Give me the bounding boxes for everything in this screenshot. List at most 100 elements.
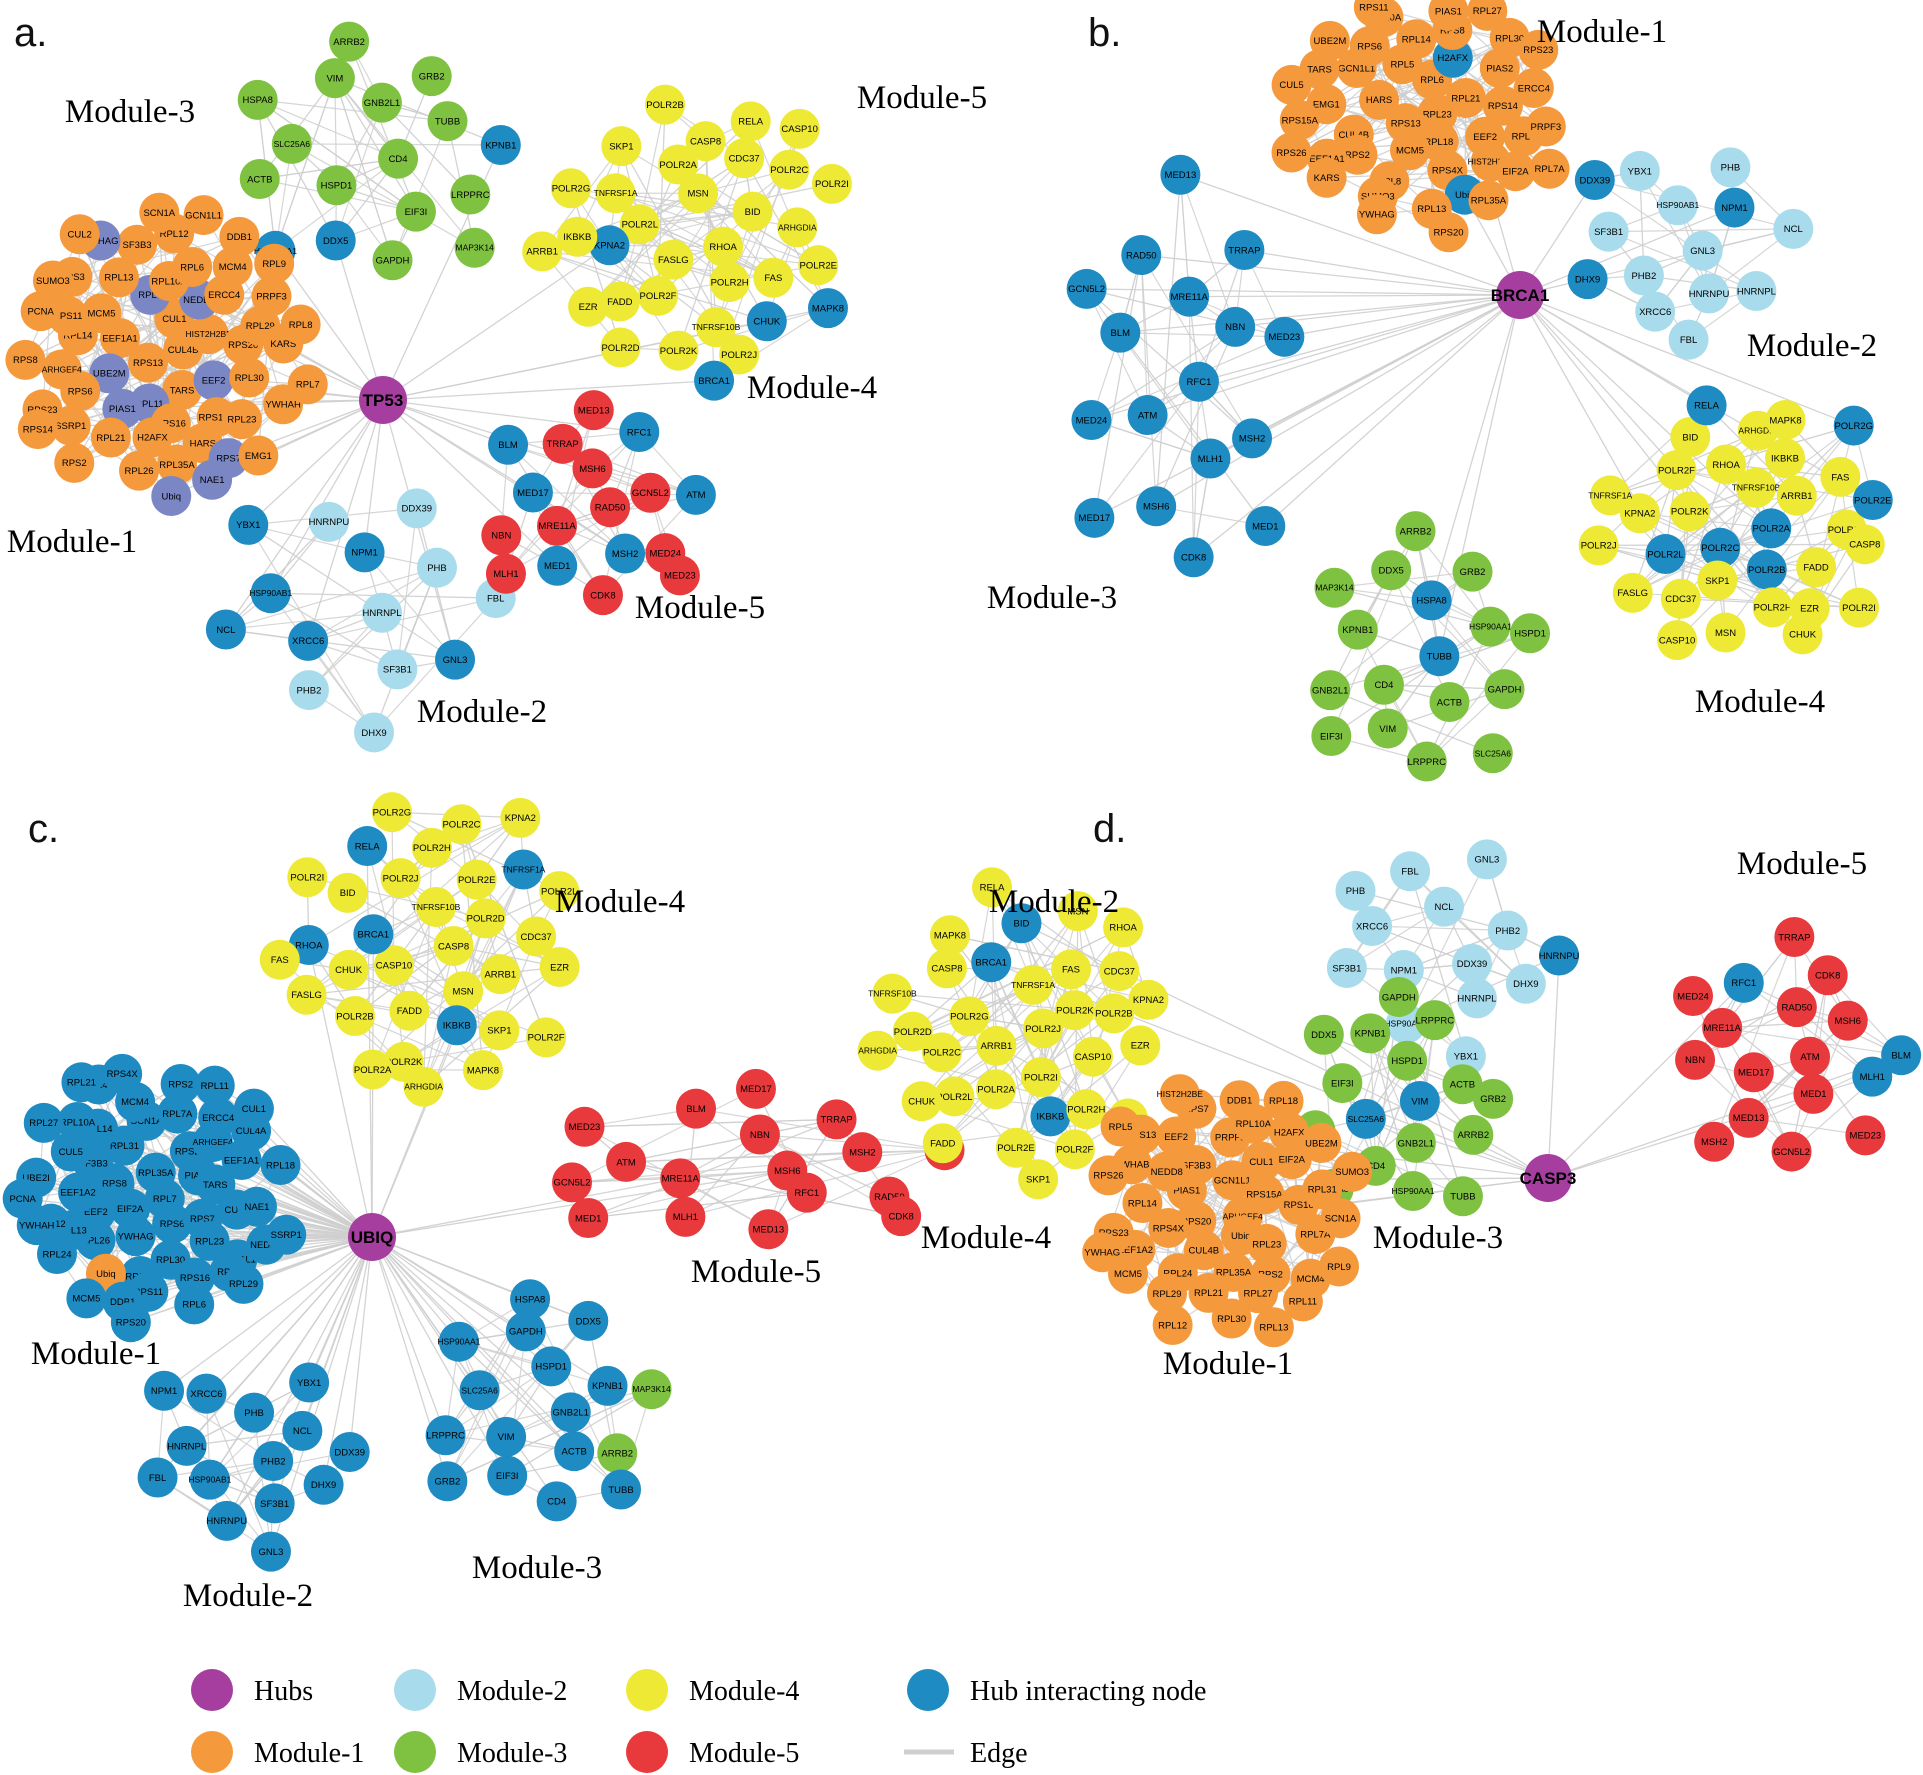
node-RPS26 [1271, 132, 1312, 173]
node-POLR2J [380, 858, 421, 899]
edge [334, 77, 502, 146]
legend-swatch-module-1 [191, 1731, 233, 1773]
node-label-DDX5: DDX5 [1311, 1030, 1336, 1041]
node-label-GAPDH: GAPDH [1382, 992, 1416, 1003]
node-MED1 [568, 1198, 609, 1239]
node-MRE11A [1169, 276, 1210, 317]
node-POLR2C [921, 1032, 962, 1073]
node-label-NBN: NBN [491, 531, 511, 542]
node-label-RHOA: RHOA [1109, 923, 1137, 934]
node-label-HSP90AB1: HSP90AB1 [1384, 1019, 1427, 1029]
legend-swatch-module-5 [626, 1731, 668, 1773]
node-H2AFX [132, 417, 173, 458]
node-POLR2G [1833, 405, 1874, 446]
node-CASP10 [374, 945, 415, 986]
node-label-POLR2B: POLR2B [1095, 1009, 1133, 1020]
node-NCL [205, 609, 246, 650]
node-UBE2M [1301, 1123, 1342, 1164]
node-RPS20 [110, 1302, 151, 1343]
node-POLR2E [798, 245, 839, 286]
node-label-RPS26: RPS26 [1276, 148, 1306, 159]
node-label-VIM: VIM [326, 73, 343, 84]
node-label-RPL27: RPL27 [1473, 6, 1502, 17]
node-label-RPL11: RPL11 [201, 1081, 229, 1092]
node-label-MAPK8: MAPK8 [812, 303, 844, 314]
panel-letter-a: a. [14, 11, 47, 55]
node-CHUK [901, 1081, 942, 1122]
node-PHB2 [288, 670, 329, 711]
legend-swatch-module-4 [626, 1669, 668, 1711]
node-PIAS1 [1428, 0, 1469, 31]
node-DHX9 [303, 1464, 344, 1505]
node-TNFRSF10B [1736, 467, 1777, 508]
node-label-MSN: MSN [688, 189, 709, 200]
node-MED24 [1673, 976, 1714, 1017]
edge [348, 879, 478, 971]
node-SKP1 [1697, 560, 1738, 601]
node-VIM [486, 1416, 527, 1457]
node-TRRAP [542, 423, 583, 464]
node-POLR2L [1645, 534, 1686, 575]
node-MSH6 [1827, 1000, 1868, 1041]
node-RPL27 [1238, 1273, 1279, 1314]
node-label-EZR: EZR [1800, 604, 1819, 615]
node-label-RPS13: RPS13 [1391, 118, 1421, 129]
node-CD4 [1363, 664, 1404, 705]
node-label-ACTB: ACTB [1437, 697, 1462, 708]
node-ATM [606, 1141, 647, 1182]
node-label-PRPF3: PRPF3 [256, 292, 287, 303]
node-label-RPL30: RPL30 [235, 373, 264, 384]
node-RPL24 [36, 1234, 77, 1275]
node-label-KPNA2: KPNA2 [1624, 509, 1655, 520]
node-label-GAPDH: GAPDH [376, 256, 410, 267]
node-label-BLM: BLM [686, 1104, 706, 1115]
node-RPL21 [1445, 77, 1486, 118]
edge [403, 966, 560, 1063]
node-label-PCNA: PCNA [9, 1194, 36, 1205]
node-GAPDH [1378, 976, 1419, 1017]
node-PHB [1335, 870, 1376, 911]
node-label-BRCA1: BRCA1 [698, 376, 730, 387]
node-RPL27 [23, 1102, 64, 1143]
node-label-UBE2M: UBE2M [1305, 1138, 1338, 1149]
node-label-VIM: VIM [1379, 724, 1396, 735]
edge [1188, 296, 1195, 558]
node-label-MRE11A: MRE11A [1171, 292, 1209, 303]
node-RPL26 [119, 450, 160, 491]
node-MAPK8 [1765, 400, 1806, 441]
node-label-MED13: MED13 [578, 405, 610, 416]
node-label-ARHGDIA: ARHGDIA [858, 1046, 897, 1056]
edge [253, 1412, 272, 1552]
legend-swatch-module-2 [394, 1669, 436, 1711]
node-label-RPL35A: RPL35A [159, 460, 195, 471]
node-label-HNRNPU: HNRNPU [206, 1516, 247, 1527]
hub-edge [1519, 294, 1772, 529]
node-label-MED1: MED1 [575, 1213, 601, 1224]
legend-label-edge: Edge [970, 1738, 1028, 1769]
legend-label-module-4: Module-4 [689, 1676, 799, 1707]
node-FASLG [1612, 572, 1653, 613]
node-label-RPS11: RPS11 [1359, 2, 1388, 13]
node-label-RPL9: RPL9 [1327, 1262, 1351, 1273]
node-RELA [730, 101, 771, 142]
node-CASP8 [433, 926, 474, 967]
node-label-SCN1A: SCN1A [1325, 1214, 1357, 1225]
node-label-MCM5: MCM5 [1114, 1269, 1142, 1280]
node-label-CASP8: CASP8 [931, 964, 962, 975]
node-label-Ubiq: Ubiq [161, 491, 181, 502]
node-RPL35A [157, 444, 198, 485]
node-CUL4B [1183, 1230, 1224, 1271]
node-label-KPNB1: KPNB1 [1342, 625, 1373, 636]
node-label-GNL3: GNL3 [1474, 855, 1499, 866]
node-label-CDC37: CDC37 [729, 154, 760, 165]
node-FAS [259, 939, 300, 980]
node-label-CUL1: CUL1 [1249, 1157, 1273, 1168]
node-MSH6 [572, 448, 613, 489]
node-label-POLR2E: POLR2E [458, 875, 496, 886]
node-label-CUL5: CUL5 [59, 1147, 83, 1158]
node-label-RPL29: RPL29 [246, 321, 275, 332]
node-label-EEF2: EEF2 [1164, 1132, 1188, 1143]
node-label-POLR2F: POLR2F [1658, 465, 1695, 476]
node-CD4 [378, 138, 419, 179]
hub-edge [308, 1236, 373, 1383]
